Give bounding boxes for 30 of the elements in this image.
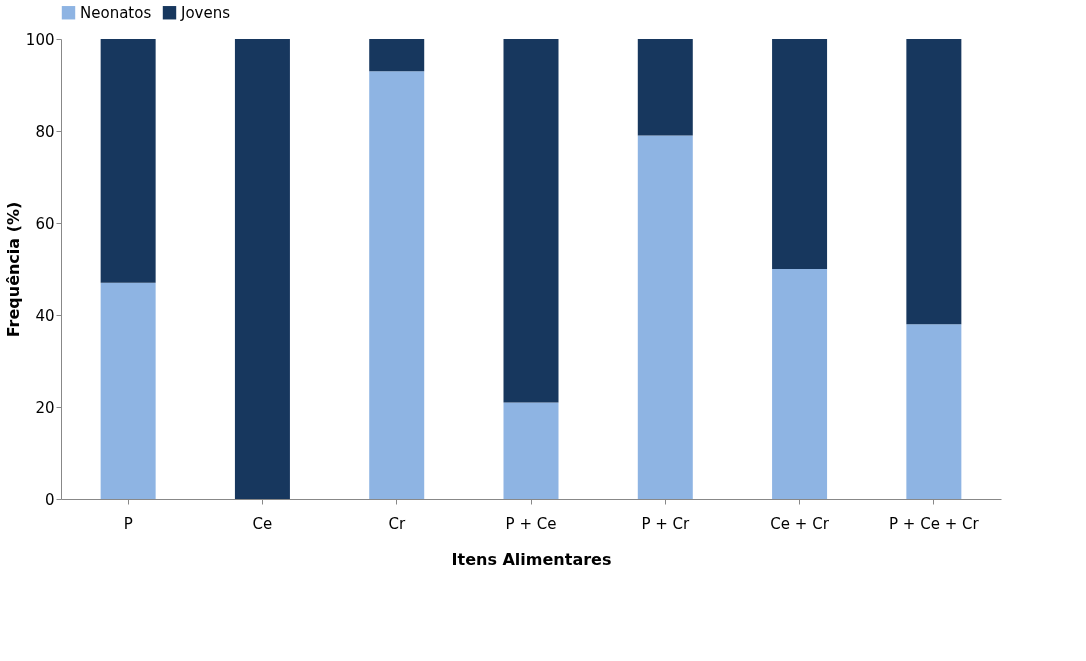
x-tick-label: P + Ce: [505, 514, 557, 533]
bar: [100, 39, 156, 283]
bar: [637, 39, 693, 136]
bar: [503, 39, 559, 403]
bar: [772, 269, 828, 499]
y-tick-label: 80: [35, 122, 55, 141]
x-axis-title: Itens Alimentares: [451, 549, 612, 569]
y-tick-label: 100: [25, 30, 55, 49]
bar: [772, 39, 828, 269]
y-tick-label: 40: [35, 306, 55, 325]
bar: [369, 71, 425, 499]
x-tick-label: P + Ce + Cr: [889, 514, 980, 533]
legend-label: Neonatos: [80, 3, 152, 22]
x-tick-label: Ce: [252, 514, 273, 533]
x-tick-label: Cr: [388, 514, 406, 533]
legend-label: Jovens: [180, 3, 231, 22]
bar: [906, 39, 962, 325]
bar: [503, 402, 559, 499]
y-tick-label: 20: [35, 398, 55, 417]
y-axis-title: Frequência (%): [3, 201, 23, 338]
bar: [906, 324, 962, 499]
bar: [369, 39, 425, 72]
bar: [234, 39, 290, 499]
x-tick-label: Ce + Cr: [770, 514, 830, 533]
bar: [100, 282, 156, 499]
x-tick-label: P: [123, 514, 133, 533]
y-tick-label: 0: [44, 490, 55, 509]
x-tick-label: P + Cr: [641, 514, 691, 533]
y-tick-label: 60: [35, 214, 55, 233]
bar: [637, 135, 693, 499]
